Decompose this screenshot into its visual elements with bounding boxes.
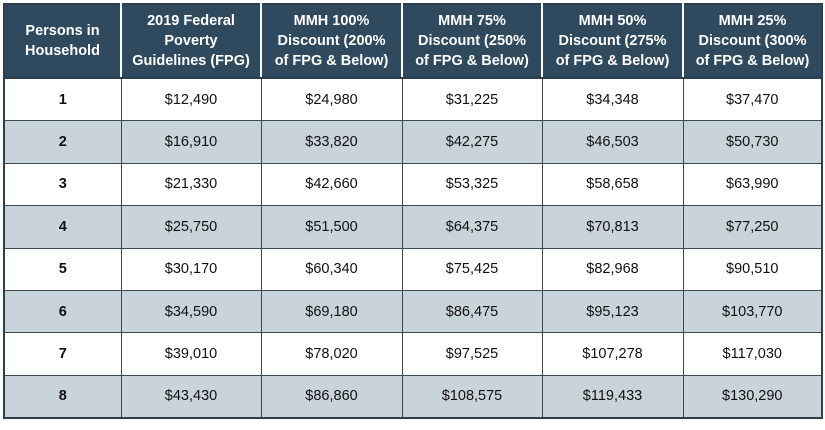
discount-75-cell: $42,275 <box>402 120 543 164</box>
header-line: of FPG & Below) <box>274 53 389 69</box>
discount-100-cell: $51,500 <box>261 205 403 249</box>
header-line: 2019 Federal <box>147 13 235 29</box>
table-body: 1 $12,490 $24,980 $31,225 $34,348 $37,470 2 $16… <box>4 78 822 419</box>
discount-50-cell: $95,123 <box>542 290 684 334</box>
table-row: 4 $25,750 $51,500 $64,375 $70,813 $77,250 <box>4 205 822 249</box>
persons-cell: 5 <box>4 248 122 291</box>
fpg-cell: $21,330 <box>121 163 262 207</box>
table-row: 5 $30,170 $60,340 $75,425 $82,968 $90,510 <box>4 248 822 291</box>
header-line: MMH 75% <box>438 13 506 29</box>
header-line: Discount (275% <box>558 33 667 49</box>
table-row: 3 $21,330 $42,660 $53,325 $58,658 $63,990 <box>4 163 822 207</box>
header-line: Guidelines (FPG) <box>132 53 250 69</box>
header-persons-in-household: Persons in Household <box>4 4 122 79</box>
table-row: 1 $12,490 $24,980 $31,225 $34,348 $37,470 <box>4 78 822 122</box>
header-line: Poverty <box>164 33 218 49</box>
discount-75-cell: $31,225 <box>402 78 543 122</box>
fpg-cell: $25,750 <box>121 205 262 249</box>
discount-50-cell: $119,433 <box>542 375 684 419</box>
persons-cell: 1 <box>4 78 122 122</box>
table-row: 2 $16,910 $33,820 $42,275 $46,503 $50,730 <box>4 120 822 164</box>
table-row: 6 $34,590 $69,180 $86,475 $95,123 $103,770 <box>4 290 822 334</box>
discount-25-cell: $37,470 <box>683 78 822 122</box>
fpg-cell: $16,910 <box>121 120 262 164</box>
discount-25-cell: $130,290 <box>683 375 822 419</box>
discount-50-cell: $58,658 <box>542 163 684 207</box>
discount-100-cell: $78,020 <box>261 332 403 376</box>
persons-cell: 8 <box>4 375 122 419</box>
discount-50-cell: $82,968 <box>542 248 684 291</box>
discount-25-cell: $103,770 <box>683 290 822 334</box>
discount-25-cell: $63,990 <box>683 163 822 207</box>
persons-cell: 2 <box>4 120 122 164</box>
header-row: Persons in Household 2019 Federal Poverty Gu… <box>4 4 822 79</box>
table-header: Persons in Household 2019 Federal Poverty Gu… <box>4 4 822 79</box>
header-line: Discount (300% <box>698 33 807 49</box>
discount-50-cell: $107,278 <box>542 332 684 376</box>
fpg-discount-table: Persons in Household 2019 Federal Poverty Gu… <box>3 3 823 420</box>
discount-50-cell: $34,348 <box>542 78 684 122</box>
fpg-cell: $34,590 <box>121 290 262 334</box>
discount-50-cell: $46,503 <box>542 120 684 164</box>
header-line: Persons in <box>25 23 100 39</box>
discount-75-cell: $108,575 <box>402 375 543 419</box>
table-row: 7 $39,010 $78,020 $97,525 $107,278 $117,030 <box>4 332 822 376</box>
discount-25-cell: $50,730 <box>683 120 822 164</box>
header-mmh-25-discount: MMH 25% Discount (300% of FPG & Below) <box>683 4 822 79</box>
fpg-cell: $12,490 <box>121 78 262 122</box>
discount-100-cell: $42,660 <box>261 163 403 207</box>
discount-100-cell: $24,980 <box>261 78 403 122</box>
fpg-discount-table-container: Persons in Household 2019 Federal Poverty Gu… <box>3 3 823 420</box>
discount-100-cell: $60,340 <box>261 248 403 291</box>
persons-cell: 7 <box>4 332 122 376</box>
fpg-cell: $39,010 <box>121 332 262 376</box>
header-mmh-50-discount: MMH 50% Discount (275% of FPG & Below) <box>542 4 684 79</box>
discount-50-cell: $70,813 <box>542 205 684 249</box>
header-line: of FPG & Below) <box>695 53 810 69</box>
header-2019-fpg: 2019 Federal Poverty Guidelines (FPG) <box>121 4 262 79</box>
header-line: MMH 25% <box>718 13 787 29</box>
persons-cell: 6 <box>4 290 122 334</box>
header-line: Household <box>25 43 100 59</box>
discount-25-cell: $90,510 <box>683 248 822 291</box>
header-mmh-75-discount: MMH 75% Discount (250% of FPG & Below) <box>402 4 543 79</box>
header-mmh-100-discount: MMH 100% Discount (200% of FPG & Below) <box>261 4 403 79</box>
header-line: MMH 50% <box>578 13 647 29</box>
fpg-cell: $30,170 <box>121 248 262 291</box>
fpg-cell: $43,430 <box>121 375 262 419</box>
discount-75-cell: $75,425 <box>402 248 543 291</box>
header-line: of FPG & Below) <box>555 53 670 69</box>
header-line: Discount (250% <box>418 33 526 49</box>
discount-25-cell: $77,250 <box>683 205 822 249</box>
discount-100-cell: $69,180 <box>261 290 403 334</box>
header-line: Discount (200% <box>277 33 386 49</box>
persons-cell: 3 <box>4 163 122 207</box>
discount-75-cell: $53,325 <box>402 163 543 207</box>
table-row: 8 $43,430 $86,860 $108,575 $119,433 $130,290 <box>4 375 822 419</box>
header-line: MMH 100% <box>293 13 370 29</box>
persons-cell: 4 <box>4 205 122 249</box>
discount-75-cell: $86,475 <box>402 290 543 334</box>
discount-25-cell: $117,030 <box>683 332 822 376</box>
discount-75-cell: $64,375 <box>402 205 543 249</box>
discount-75-cell: $97,525 <box>402 332 543 376</box>
discount-100-cell: $86,860 <box>261 375 403 419</box>
header-line: of FPG & Below) <box>415 53 529 69</box>
discount-100-cell: $33,820 <box>261 120 403 164</box>
